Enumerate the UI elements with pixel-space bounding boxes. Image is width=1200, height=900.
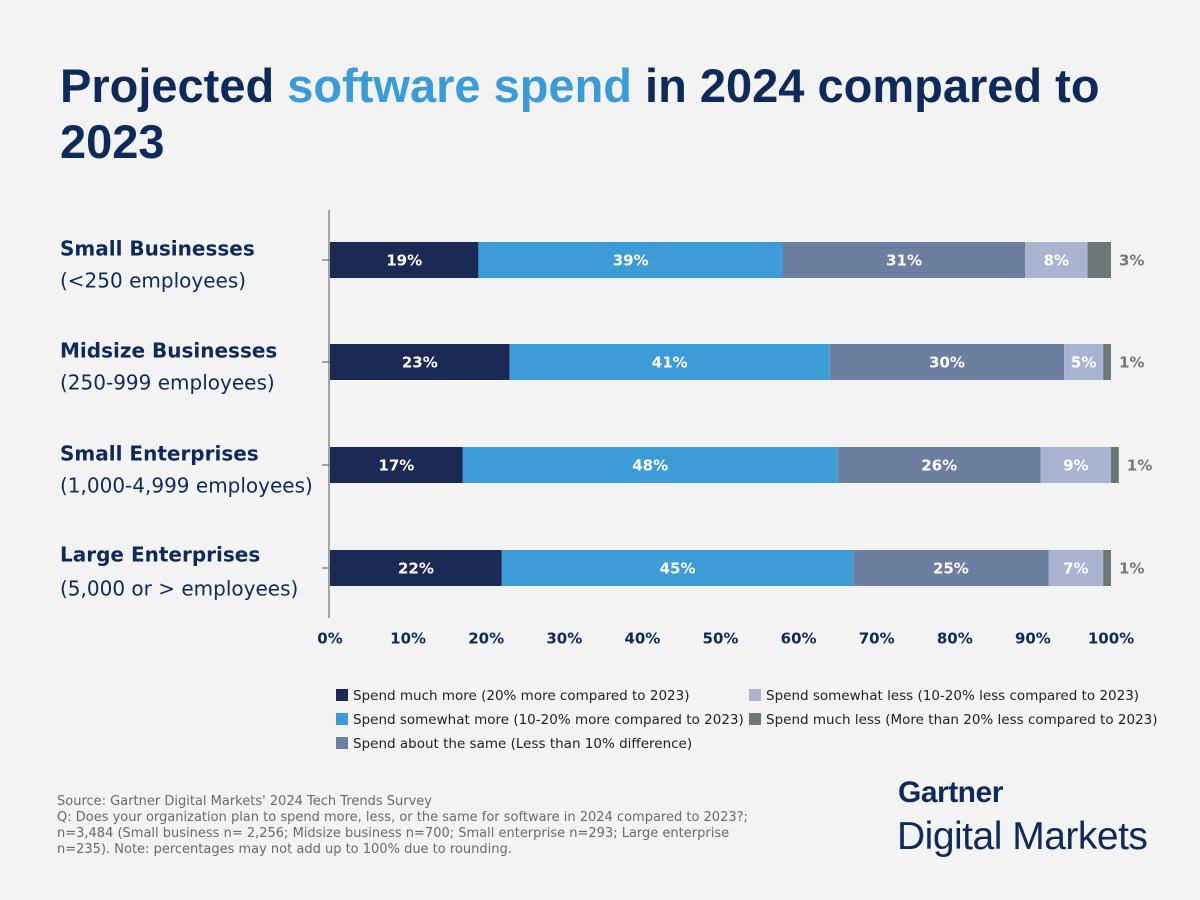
x-tick-label: 10%: [390, 630, 426, 648]
bar-segment: [478, 242, 783, 278]
legend-swatch: [336, 713, 348, 725]
data-label: 1%: [1127, 457, 1152, 475]
data-label: 23%: [402, 354, 438, 372]
brand-product: Digital Markets: [897, 815, 1148, 858]
category-label: Small Businesses: [60, 237, 255, 261]
title-part: in 2024 compared to 2023: [60, 59, 1100, 168]
x-tick-label: 90%: [1015, 630, 1051, 648]
data-label: 3%: [1119, 252, 1144, 270]
data-label: 48%: [632, 457, 668, 475]
bar-segment: [1048, 550, 1104, 586]
bar-segment: [837, 447, 1041, 483]
x-tick-label: 100%: [1088, 630, 1134, 648]
bar-segment: [1087, 242, 1111, 278]
footnote: Source: Gartner Digital Markets' 2024 Te…: [57, 794, 757, 858]
category-label: Large Enterprises: [60, 543, 260, 567]
data-label: 30%: [929, 354, 965, 372]
data-label: 9%: [1063, 457, 1088, 475]
legend-swatch: [336, 737, 348, 749]
x-tick-label: 30%: [546, 630, 582, 648]
data-label: 17%: [378, 457, 414, 475]
bar-segment: [1025, 242, 1088, 278]
legend-swatch: [336, 689, 348, 701]
data-label: 31%: [886, 252, 922, 270]
data-label: 7%: [1063, 560, 1088, 578]
bar-segment: [330, 344, 510, 380]
source: Source: Gartner Digital Markets' 2024 Te…: [57, 794, 432, 809]
legend-label: Spend much less (More than 20% less comp…: [766, 712, 1158, 728]
bar-segment: [853, 550, 1049, 586]
data-label: 8%: [1044, 252, 1069, 270]
brand-name: Gartner: [898, 776, 1003, 809]
legend-label: Spend about the same (Less than 10% diff…: [353, 736, 692, 752]
data-label: 1%: [1119, 560, 1144, 578]
data-label: 39%: [613, 252, 649, 270]
chart-title: Projected software spend in 2024 compare…: [60, 58, 1140, 170]
data-label: 45%: [660, 560, 696, 578]
legend-label: Spend somewhat more (10-20% more compare…: [353, 712, 744, 728]
legend-swatch: [749, 713, 761, 725]
data-label: 5%: [1071, 354, 1096, 372]
x-tick-label: 70%: [859, 630, 895, 648]
bar-segment: [1103, 344, 1111, 380]
bar-segment: [829, 344, 1065, 380]
bar-segment: [1040, 447, 1111, 483]
bar-segment: [1064, 344, 1104, 380]
legend-label: Spend much more (20% more compared to 20…: [353, 688, 690, 704]
legend-label: Spend somewhat less (10-20% less compare…: [766, 688, 1139, 704]
data-label: 1%: [1119, 354, 1144, 372]
x-tick-label: 40%: [624, 630, 660, 648]
bar-segment: [1111, 447, 1119, 483]
bar-segment: [1103, 550, 1111, 586]
bar-segment: [330, 447, 463, 483]
category-detail: (5,000 or > employees): [60, 577, 298, 601]
data-label: 19%: [386, 252, 422, 270]
bar-segment: [782, 242, 1026, 278]
data-label: 25%: [933, 560, 969, 578]
x-tick-label: 0%: [317, 630, 342, 648]
x-tick-label: 80%: [937, 630, 973, 648]
bar-segment: [509, 344, 830, 380]
x-tick-label: 50%: [703, 630, 739, 648]
legend-swatch: [749, 689, 761, 701]
category-detail: (<250 employees): [60, 269, 246, 293]
data-label: 26%: [921, 457, 957, 475]
bar-segment: [330, 242, 479, 278]
category-label: Midsize Businesses: [60, 339, 277, 363]
x-tick-label: 20%: [468, 630, 504, 648]
category-label: Small Enterprises: [60, 442, 259, 466]
bar-segment: [462, 447, 838, 483]
x-tick-label: 60%: [781, 630, 817, 648]
category-detail: (250-999 employees): [60, 371, 275, 395]
bar-segment: [330, 550, 502, 586]
bar-segment: [501, 550, 854, 586]
data-label: 41%: [652, 354, 688, 372]
question: Q: Does your organization plan to spend …: [57, 810, 748, 857]
category-detail: (1,000-4,999 employees): [60, 474, 313, 498]
title-part: software spend: [287, 59, 632, 112]
title-part: Projected: [60, 59, 288, 112]
data-label: 22%: [398, 560, 434, 578]
